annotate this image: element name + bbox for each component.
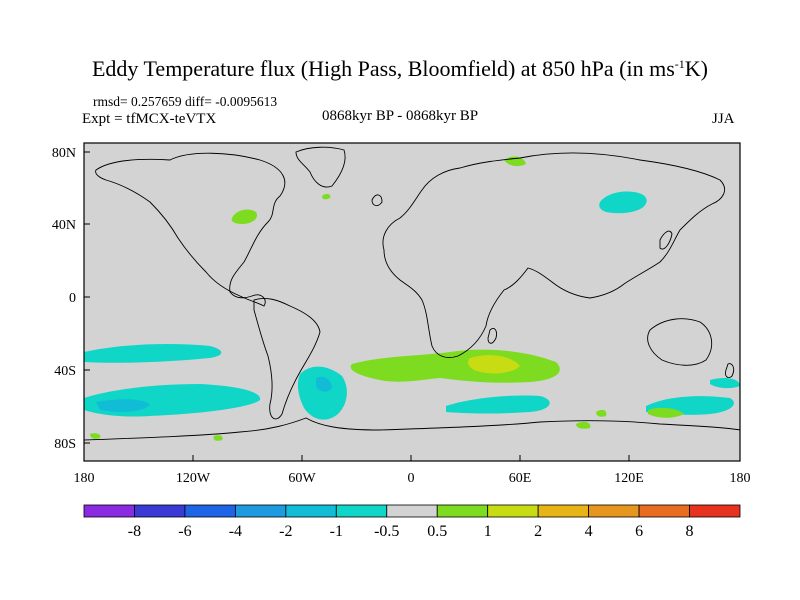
anomaly-positive-so-aus: [648, 407, 684, 418]
colorbar-label: 0.5: [427, 523, 447, 540]
longitude-axis: 180 120W 60W 0 60E 120E 180: [74, 455, 751, 486]
flux-contours: [84, 156, 740, 441]
map-frame: [83, 142, 741, 462]
anomaly-positive-sio-core: [467, 355, 520, 374]
colorbar-swatch: [134, 504, 186, 518]
lon-tick-label: 0: [408, 471, 415, 486]
anomaly-positive-nam: [231, 209, 258, 224]
season-label: JJA: [712, 111, 735, 127]
lat-tick-label: 40S: [54, 364, 76, 379]
colorbar-swatch: [335, 504, 388, 518]
lon-tick-label: 180: [730, 471, 751, 486]
colorbar-swatch: [184, 504, 236, 518]
colorbar-label: -8: [128, 523, 141, 540]
lon-tick-label: 120E: [614, 471, 644, 486]
colorbar-label: 1: [484, 523, 492, 540]
south-america-coast: [253, 297, 321, 420]
anomaly-positive-small1: [596, 409, 607, 417]
colorbar-label: 4: [585, 523, 593, 540]
eurasia-africa-coast: [382, 152, 725, 358]
anomaly-negative-satl: [297, 366, 347, 420]
new-zealand-coast: [725, 363, 735, 379]
anomaly-negative-nz: [710, 378, 740, 389]
lon-tick-label: 60W: [288, 471, 316, 486]
colorbar-label: -2: [279, 523, 292, 540]
lat-tick-label: 40N: [52, 218, 76, 233]
colorbar-swatch: [588, 504, 640, 518]
anomaly-positive-small2: [90, 433, 101, 439]
greenland-coast: [295, 146, 346, 188]
colorbar-swatch: [638, 504, 690, 518]
lon-tick-label: 60E: [509, 471, 532, 486]
lon-tick-label: 120W: [176, 471, 211, 486]
period-label: 0868kyr BP - 0868kyr BP: [322, 108, 479, 124]
anomaly-positive-antarctic: [576, 421, 591, 429]
colorbar-label: 6: [635, 523, 643, 540]
anomaly-negative-sp1: [84, 344, 222, 363]
lon-tick-label: 180: [74, 471, 95, 486]
anomaly-negative-satl-core: [316, 376, 332, 392]
lat-tick-label: 80N: [52, 146, 76, 161]
colorbar-swatch: [689, 504, 741, 518]
map-title: Eddy Temperature flux (High Pass, Bloomf…: [91, 56, 708, 81]
stats-line: rmsd= 0.257659 diff= -0.0095613: [93, 94, 278, 109]
colorbar-swatch: [436, 504, 489, 518]
lat-tick-label: 0: [69, 291, 76, 306]
colorbar-label: -0.5: [374, 523, 399, 540]
colorbar-label: 2: [534, 523, 542, 540]
colorbar-label: -4: [229, 523, 242, 540]
anomaly-negative-asia: [599, 191, 647, 214]
japan-coast: [659, 230, 673, 250]
colorbar-label: 8: [686, 523, 694, 540]
anomaly-negative-sp2-core: [96, 399, 150, 412]
uk-coast: [371, 194, 383, 207]
colorbar-swatch: [285, 504, 337, 518]
colorbar-swatch: [83, 504, 135, 518]
colorbar-swatch: [234, 504, 287, 518]
madagascar-coast: [487, 327, 497, 344]
coastlines: [84, 146, 740, 441]
anomaly-negative-so-ind: [446, 395, 550, 414]
latitude-axis: 80N 40N 0 40S 80S: [52, 146, 90, 452]
experiment-label: Expt = tfMCX-teVTX: [82, 111, 217, 127]
australia-coast: [647, 318, 713, 366]
colorbar-label: -1: [330, 523, 343, 540]
anomaly-positive-small3: [213, 435, 223, 441]
anomaly-positive-sio: [350, 349, 560, 383]
antarctica-coast: [84, 417, 740, 441]
colorbar: -8 -6 -4 -2 -1 -0.5 0.5 1 2 4 6 8: [83, 504, 741, 540]
colorbar-swatch: [537, 504, 590, 518]
colorbar-swatch: [487, 504, 539, 518]
north-america-coast: [95, 152, 286, 307]
colorbar-label: -6: [178, 523, 191, 540]
anomaly-positive-small4: [322, 193, 331, 200]
colorbar-swatch: [386, 504, 438, 518]
lat-tick-label: 80S: [54, 437, 76, 452]
